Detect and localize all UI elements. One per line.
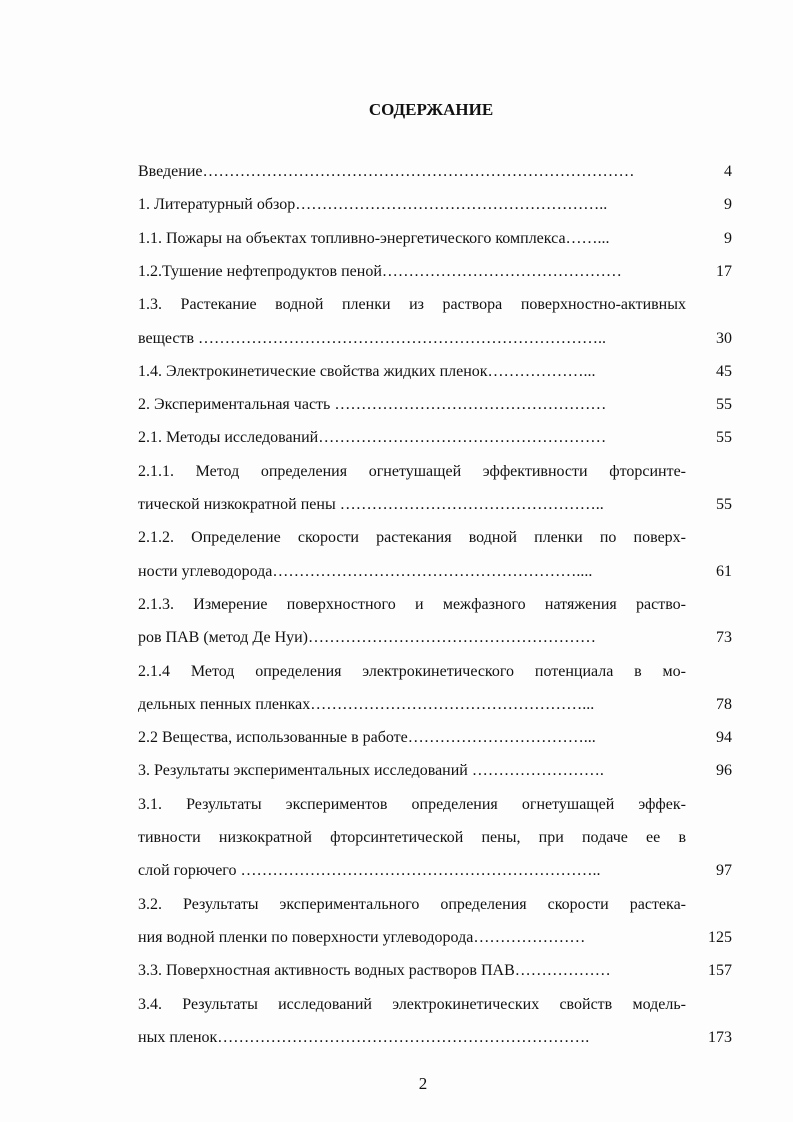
toc-line: 3.4. Результаты исследований электрокине… — [138, 995, 686, 1013]
toc-line: 2.1. Методы исследований…………………………………………… — [138, 429, 607, 447]
toc-line: 3.2. Результаты экспериментального опред… — [138, 895, 686, 913]
toc-line: 1.3. Растекание водной пленки из раствор… — [138, 296, 686, 314]
toc-page: 73 — [716, 629, 732, 647]
toc-page: 9 — [724, 196, 732, 214]
toc-page: 55 — [716, 496, 732, 513]
toc-line: 1.4. Электрокинетические свойства жидких… — [138, 362, 596, 380]
toc-line: тической низкократной пены …………………………………… — [138, 496, 604, 513]
toc-line: 1.1. Пожары на объектах топливно-энергет… — [138, 229, 610, 247]
toc-line: 2.1.4 Метод определения электрокинетичес… — [138, 662, 686, 680]
toc-page: 4 — [724, 163, 732, 180]
toc-line: веществ ………………………………………………………………….. — [138, 329, 607, 347]
toc-line: ности углеводорода…………………………………………………...… — [138, 562, 593, 580]
toc-line: 2.1.3. Измерение поверхностного и межфаз… — [138, 595, 686, 613]
toc-line: 3. Результаты экспериментальных исследов… — [138, 762, 604, 780]
toc-line: 2.1.2. Определение скорости растекания в… — [138, 529, 686, 547]
toc-page: 78 — [716, 695, 732, 713]
toc-line: слой горючего ………………………………………………………….. — [138, 862, 601, 880]
toc-page: 94 — [716, 729, 732, 747]
toc-page: 125 — [708, 928, 732, 946]
toc-line: 3.1. Результаты экспериментов определени… — [138, 795, 686, 813]
toc-page: 9 — [724, 229, 732, 247]
toc-page: 97 — [716, 862, 732, 880]
toc-line: 2. Экспериментальная часть …………………………………… — [138, 396, 607, 414]
toc-line: тивности низкократной фторсинтетической … — [138, 829, 686, 846]
toc-line: 3.3. Поверхностная активность водных рас… — [138, 962, 611, 980]
toc-page: 55 — [716, 429, 732, 447]
toc-line: 1. Литературный обзор…………………………………………………… — [138, 196, 608, 214]
toc-page: 61 — [716, 562, 732, 580]
page-number: 2 — [418, 1074, 428, 1093]
toc-line: 1.2.Тушение нефтепродуктов пеной……………………… — [138, 262, 622, 280]
toc-page: 30 — [716, 329, 732, 347]
toc-line: 2.2 Вещества, использованные в работе………… — [138, 729, 596, 747]
toc-page: 96 — [716, 762, 732, 780]
toc-line: дельных пенных пленках…………………………………………….… — [138, 695, 595, 713]
toc-page: 17 — [716, 262, 732, 280]
toc-page: 45 — [716, 362, 732, 380]
toc-line: ния водной пленки по поверхности углевод… — [138, 928, 586, 946]
toc-line: Введение……………………………………………………………………… — [138, 163, 635, 180]
toc-page: 157 — [708, 962, 732, 980]
toc-line: ров ПАВ (метод Де Нуи)……………………………………………… — [138, 629, 597, 647]
toc-line: 2.1.1. Метод определения огнетушащей эфф… — [138, 462, 686, 480]
toc-page: 55 — [716, 396, 732, 414]
title: СОДЕРЖАНИЕ — [368, 100, 494, 119]
toc-line: ных пленок……………………………………………………………. — [138, 1028, 590, 1046]
toc-page: 173 — [708, 1028, 732, 1046]
